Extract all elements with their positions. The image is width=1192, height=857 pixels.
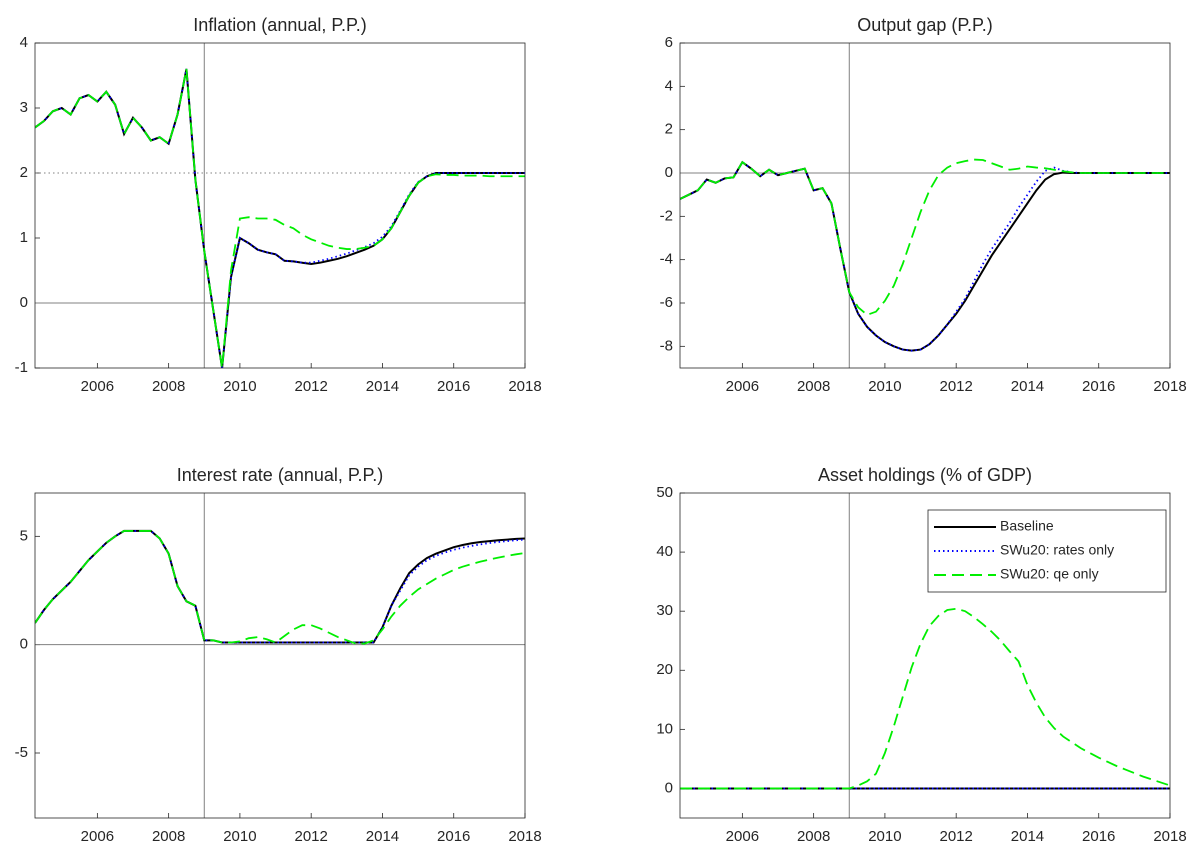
series-line <box>680 158 1170 316</box>
axes-box <box>34 42 526 369</box>
y-tick-label: -1 <box>15 359 28 376</box>
x-tick-label: 2014 <box>1011 828 1044 845</box>
x-tick-label: 2014 <box>366 378 399 395</box>
panel-title: Output gap (P.P.) <box>857 15 992 35</box>
x-tick-label: 2008 <box>152 378 185 395</box>
y-tick-label: 0 <box>665 779 673 796</box>
y-tick-label: 10 <box>656 720 673 737</box>
panel: Inflation (annual, P.P.)2006 2008 2010 2012… <box>15 15 542 395</box>
y-tick-label: 4 <box>20 34 28 51</box>
x-tick-label: 2010 <box>868 378 901 395</box>
x-tick-label: 2012 <box>294 828 327 845</box>
x-tick-label: 2018 <box>1153 378 1186 395</box>
x-tick-label: 2012 <box>939 378 972 395</box>
y-tick-label: 20 <box>656 661 673 678</box>
y-tick-label: 6 <box>665 34 673 51</box>
y-tick-label: 2 <box>20 164 28 181</box>
y-tick-label: -8 <box>660 337 673 354</box>
y-tick-label: -2 <box>660 207 673 224</box>
x-tick-label: 2006 <box>81 378 114 395</box>
series-line <box>680 160 1170 352</box>
x-tick-label: 2014 <box>1011 378 1044 395</box>
y-tick-label: 3 <box>20 99 28 116</box>
series-group <box>680 158 1170 352</box>
y-tick-label: 2 <box>665 121 673 138</box>
x-tick-label: 2018 <box>508 378 541 395</box>
series-line <box>35 68 525 368</box>
x-tick-label: 2010 <box>223 828 256 845</box>
plot-area <box>680 43 1170 368</box>
legend-box <box>927 509 1167 593</box>
y-tick-label: 0 <box>20 294 28 311</box>
legend-label: SWu20: qe only <box>1000 566 1099 582</box>
x-tick-label: 2018 <box>1153 828 1186 845</box>
plot-area <box>35 493 525 818</box>
axes-box <box>679 42 1171 369</box>
panel: Interest rate (annual, P.P.) 2006 2008 2010… <box>15 465 542 845</box>
x-tick-label: 2016 <box>437 378 470 395</box>
panel-title: Inflation (annual, P.P.) <box>193 15 366 35</box>
x-tick-label: 2010 <box>223 378 256 395</box>
axes-box <box>34 492 526 819</box>
series-line <box>35 530 525 645</box>
y-tick-label: -5 <box>15 744 28 761</box>
x-tick-label: 2006 <box>726 828 759 845</box>
x-tick-label: 2016 <box>1082 378 1115 395</box>
y-tick-label: -4 <box>660 251 673 268</box>
y-tick-label: -6 <box>660 294 673 311</box>
y-tick-label: 0 <box>20 636 28 653</box>
x-tick-label: 2018 <box>508 828 541 845</box>
x-tick-label: 2012 <box>939 828 972 845</box>
x-tick-label: 2008 <box>152 828 185 845</box>
series-line <box>680 607 1170 790</box>
x-tick-label: 2006 <box>726 378 759 395</box>
series-group <box>35 529 525 645</box>
x-tick-label: 2016 <box>437 828 470 845</box>
series-group <box>680 607 1170 790</box>
y-tick-label: 4 <box>665 77 673 94</box>
y-tick-label: 0 <box>665 164 673 181</box>
x-tick-label: 2006 <box>81 828 114 845</box>
y-tick-label: 40 <box>656 543 673 560</box>
panel-title: Interest rate (annual, P.P.) <box>177 465 383 485</box>
x-tick-label: 2014 <box>366 828 399 845</box>
series-line <box>35 529 525 644</box>
plot-area <box>35 43 525 368</box>
y-tick-label: 1 <box>20 229 28 246</box>
x-tick-label: 2008 <box>797 828 830 845</box>
x-tick-label: 2012 <box>294 378 327 395</box>
panel: Asset holdings (% of GDP)2006 2008 2010 201… <box>656 465 1186 845</box>
series-group <box>35 68 525 368</box>
panel: Output gap (P.P.) 2006 2008 2010 2012 2014 201… <box>660 15 1187 395</box>
panel-title: Asset holdings (% of GDP) <box>818 465 1032 485</box>
y-tick-label: 30 <box>656 602 673 619</box>
x-tick-label: 2008 <box>797 378 830 395</box>
x-tick-label: 2010 <box>868 828 901 845</box>
legend: Baseline SWu20: rates only SWu20: qe only <box>927 509 1167 593</box>
legend-label: Baseline <box>1000 518 1054 534</box>
y-tick-label: 5 <box>20 527 28 544</box>
axes-box <box>679 492 1171 819</box>
x-tick-label: 2016 <box>1082 828 1115 845</box>
legend-label: SWu20: rates only <box>1000 542 1114 558</box>
y-tick-label: 50 <box>656 484 673 501</box>
